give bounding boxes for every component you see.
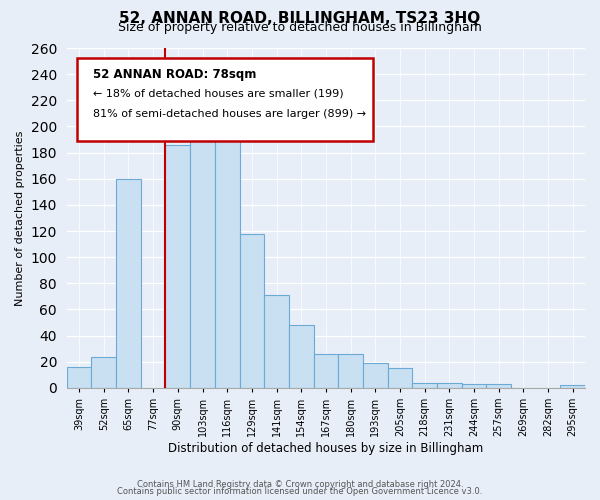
Bar bbox=[437, 382, 461, 388]
Bar bbox=[314, 354, 338, 388]
Bar bbox=[363, 363, 388, 388]
Bar bbox=[264, 295, 289, 388]
Text: 52, ANNAN ROAD, BILLINGHAM, TS23 3HQ: 52, ANNAN ROAD, BILLINGHAM, TS23 3HQ bbox=[119, 11, 481, 26]
FancyBboxPatch shape bbox=[77, 58, 373, 142]
Text: Contains public sector information licensed under the Open Government Licence v3: Contains public sector information licen… bbox=[118, 487, 482, 496]
Bar bbox=[190, 114, 215, 388]
Bar bbox=[560, 386, 585, 388]
Y-axis label: Number of detached properties: Number of detached properties bbox=[15, 130, 25, 306]
Bar bbox=[116, 178, 141, 388]
Bar bbox=[486, 384, 511, 388]
Bar bbox=[166, 144, 190, 388]
Bar bbox=[91, 356, 116, 388]
Text: Size of property relative to detached houses in Billingham: Size of property relative to detached ho… bbox=[118, 22, 482, 35]
Bar bbox=[215, 107, 239, 388]
X-axis label: Distribution of detached houses by size in Billingham: Distribution of detached houses by size … bbox=[168, 442, 484, 455]
Text: 81% of semi-detached houses are larger (899) →: 81% of semi-detached houses are larger (… bbox=[92, 109, 366, 119]
Bar bbox=[338, 354, 363, 388]
Text: Contains HM Land Registry data © Crown copyright and database right 2024.: Contains HM Land Registry data © Crown c… bbox=[137, 480, 463, 489]
Bar bbox=[388, 368, 412, 388]
Bar bbox=[461, 384, 486, 388]
Text: 52 ANNAN ROAD: 78sqm: 52 ANNAN ROAD: 78sqm bbox=[92, 68, 256, 82]
Bar bbox=[289, 325, 314, 388]
Bar bbox=[67, 367, 91, 388]
Bar bbox=[239, 234, 264, 388]
Text: ← 18% of detached houses are smaller (199): ← 18% of detached houses are smaller (19… bbox=[92, 89, 343, 99]
Bar bbox=[412, 382, 437, 388]
